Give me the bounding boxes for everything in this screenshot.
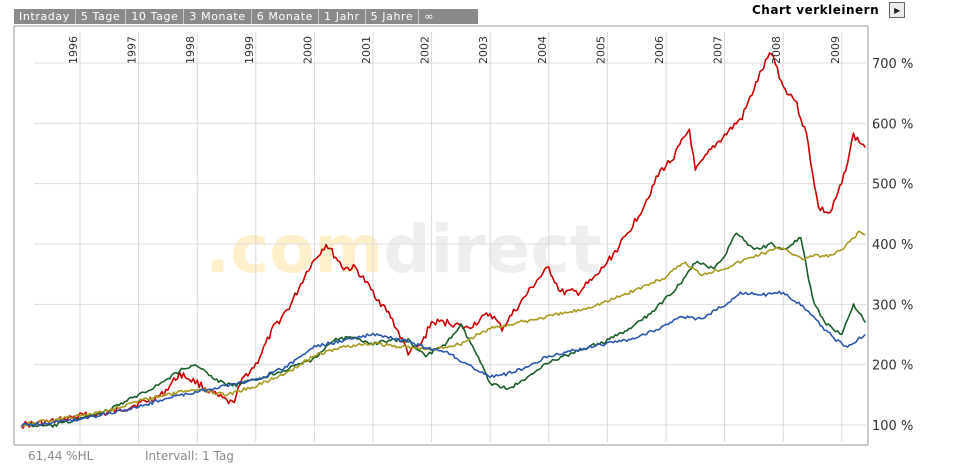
shrink-chart-label: Chart verkleinern [752, 3, 880, 17]
series-line-2 [21, 230, 866, 428]
x-tick-label: 1999 [243, 36, 256, 64]
x-tick-label: 2009 [829, 36, 842, 64]
y-tick-label: 100 % [872, 419, 913, 434]
footer-interval: Intervall: 1 Tag [145, 449, 234, 463]
series-lines [20, 52, 866, 429]
tab-5-tage[interactable]: 5 Tage [76, 9, 127, 24]
x-tick-label: 1997 [126, 36, 139, 64]
x-tick-label: 2001 [360, 36, 373, 64]
tab-6-monate[interactable]: 6 Monate [252, 9, 320, 24]
tab-1-jahr[interactable]: 1 Jahr [319, 9, 366, 24]
grid-lines [34, 32, 866, 442]
x-tick-label: 2003 [477, 36, 490, 64]
x-tick-label: 1996 [67, 36, 80, 64]
watermark-prefix: .com [205, 211, 383, 288]
x-tick-label: 2002 [419, 36, 432, 64]
y-tick-label: 300 % [872, 298, 913, 313]
y-tick-labels: 100 % 200 % 300 % 400 % 500 % 600 % 700 % [872, 57, 913, 434]
y-tick-label: 600 % [872, 117, 913, 132]
tab-5-jahre[interactable]: 5 Jahre [366, 9, 420, 24]
series-line-0 [21, 52, 866, 429]
tab-infinity[interactable]: ∞ [424, 10, 435, 23]
x-tick-label: 2008 [770, 36, 783, 64]
x-tick-label: 2005 [594, 36, 607, 64]
watermark-suffix: direct [383, 211, 601, 288]
x-tick-label: 1998 [184, 36, 197, 64]
x-tick-label: 2007 [712, 36, 725, 64]
y-tick-label: 500 % [872, 178, 913, 193]
series-line-1 [20, 232, 866, 428]
series-line-3 [20, 290, 866, 428]
tab-3-monate[interactable]: 3 Monate [184, 9, 252, 24]
shrink-chart-control[interactable]: Chart verkleinern ▶ [752, 2, 906, 18]
watermark: .comdirect [205, 211, 601, 288]
y-tick-label: 200 % [872, 359, 913, 374]
x-tick-labels: 1996 1997 1998 1999 2000 2001 2002 2003 2004 2005… [67, 36, 842, 64]
play-triangle-icon[interactable]: ▶ [889, 2, 906, 18]
x-tick-label: 2000 [301, 36, 314, 64]
x-tick-label: 2004 [536, 36, 549, 64]
y-tick-label: 400 % [872, 238, 913, 253]
tab-intraday[interactable]: Intraday [14, 9, 76, 24]
y-tick-label: 700 % [872, 57, 913, 72]
x-tick-label: 2006 [653, 36, 666, 64]
timeframe-tabs: Intraday 5 Tage 10 Tage 3 Monate 6 Monat… [14, 9, 479, 24]
footer-hl: 61,44 %HL [28, 449, 94, 463]
tab-10-tage[interactable]: 10 Tage [126, 9, 185, 24]
